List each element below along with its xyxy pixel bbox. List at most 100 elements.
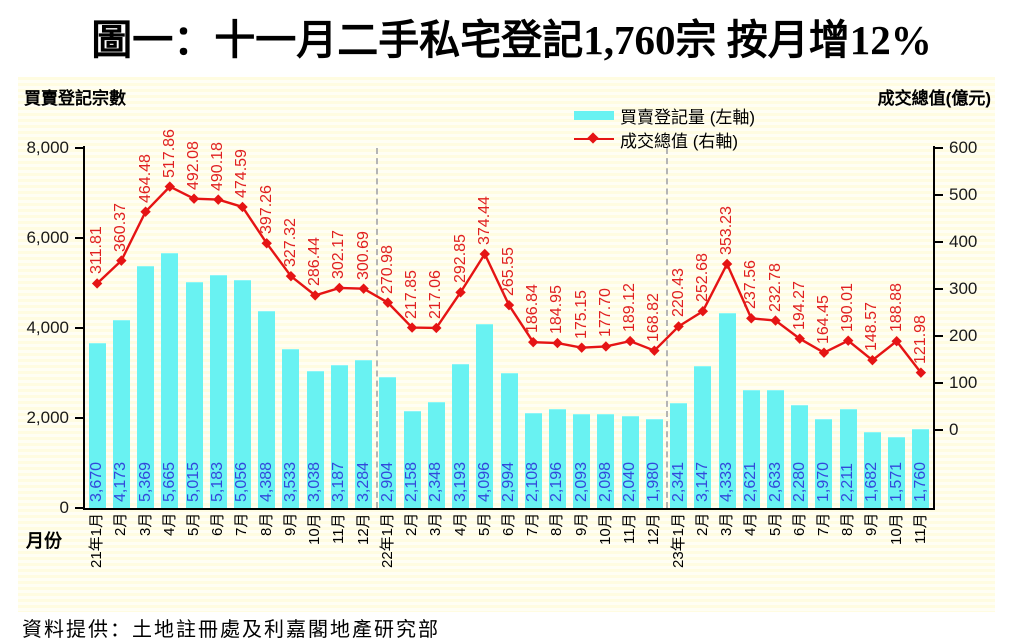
bar <box>718 313 736 508</box>
line-point <box>552 337 563 349</box>
line-point <box>697 306 709 317</box>
right-axis-tick-label: 400 <box>949 231 978 251</box>
line-value-label: 490.18 <box>209 141 227 191</box>
bar <box>670 402 688 508</box>
bar <box>645 418 663 508</box>
left-axis-tick-label: 4,000 <box>26 318 69 337</box>
legend-label-bar: 買賣登記量 (左軸) <box>620 107 756 127</box>
bar <box>306 371 324 508</box>
legend-label-line: 成交總值 (右軸) <box>620 131 739 151</box>
line-point <box>576 342 587 353</box>
line-value-label: 270.98 <box>378 244 396 294</box>
line-point <box>746 313 757 324</box>
line-value-label: 190.01 <box>839 282 857 332</box>
year-separator <box>666 148 669 508</box>
right-axis-tick <box>935 334 943 337</box>
line-point <box>624 335 636 347</box>
line-point <box>188 193 200 204</box>
line-point <box>116 255 127 266</box>
right-axis-tick-label: 0 <box>949 419 959 439</box>
x-axis-label: 2月 <box>403 512 421 536</box>
x-axis-label: 9月 <box>281 512 299 536</box>
x-axis-label: 5月 <box>475 512 493 536</box>
left-axis-tick <box>75 417 83 419</box>
line-point <box>455 287 466 298</box>
bar <box>355 360 373 508</box>
right-axis-tick-label: 100 <box>949 372 978 392</box>
line-point <box>528 336 539 348</box>
line-point <box>164 181 175 192</box>
bar <box>548 409 566 508</box>
line-value-label: 217.85 <box>403 269 421 319</box>
x-axis-label: 11月 <box>911 513 929 544</box>
bar <box>185 282 203 508</box>
line-value-label: 121.98 <box>911 314 929 364</box>
bar <box>815 419 833 508</box>
bar <box>863 432 881 508</box>
x-axis-label: 5月 <box>766 512 784 536</box>
bar <box>403 410 421 508</box>
bar <box>839 408 857 508</box>
left-axis-tick <box>75 327 83 329</box>
year-separator <box>375 148 378 508</box>
bar <box>137 266 155 508</box>
line-value-label: 464.48 <box>136 153 154 203</box>
line-value-label: 292.85 <box>451 234 469 284</box>
x-axis-label: 7月 <box>233 512 251 536</box>
left-axis-tick <box>75 507 83 509</box>
chart-title: 圖一：十一月二手私宅登記1,760宗 按月增12% <box>91 17 932 63</box>
bar <box>282 349 300 508</box>
line-point <box>503 299 515 311</box>
line-value-label: 300.69 <box>354 230 372 280</box>
bar <box>209 274 227 508</box>
right-axis-tick <box>935 287 943 290</box>
x-axis-label: 8月 <box>548 512 566 536</box>
line-value-label: 189.12 <box>621 283 639 333</box>
bar <box>161 253 179 508</box>
x-axis-label: 3月 <box>718 512 736 536</box>
bar <box>742 390 760 508</box>
line-point <box>285 270 297 282</box>
right-axis-title: 成交總值(億元) <box>877 89 991 108</box>
right-axis-tick <box>935 428 943 431</box>
right-axis-tick-label: 200 <box>949 325 978 345</box>
line-value-label: 265.55 <box>500 247 517 297</box>
line-value-label: 237.56 <box>742 260 760 310</box>
bar <box>767 389 784 508</box>
line-point <box>309 290 321 301</box>
bar <box>476 323 494 508</box>
x-axis-label: 4月 <box>160 512 178 536</box>
line-point <box>261 238 272 249</box>
line-value-label: 311.81 <box>88 226 106 275</box>
line-value-label: 374.44 <box>475 196 493 245</box>
right-axis-tick <box>935 381 943 384</box>
right-axis-tick-label: 600 <box>949 138 978 157</box>
line-series-swatch <box>574 132 614 144</box>
line-point <box>406 322 418 333</box>
right-axis-tick <box>935 147 943 149</box>
x-axis-label: 3月 <box>427 512 445 536</box>
x-axis-label: 21年1月 <box>88 512 106 568</box>
x-axis-label: 10月 <box>306 513 324 545</box>
line-point <box>237 201 248 213</box>
line-point <box>382 297 394 308</box>
line-value-label: 148.57 <box>863 302 881 352</box>
line-value-label: 164.45 <box>814 294 832 344</box>
line-value-label: 184.95 <box>548 285 566 335</box>
line-value-label: 492.08 <box>185 140 203 190</box>
bar <box>573 413 591 508</box>
line-point <box>891 336 902 347</box>
x-axis-label: 8月 <box>257 512 275 536</box>
line-series <box>91 181 927 378</box>
bar <box>233 280 251 508</box>
line-value-label: 232.78 <box>766 262 784 312</box>
chart-panel: 買賣登記宗數 成交總值(億元) 買賣登記量 (左軸) 成交總值 (右軸) 8,0… <box>18 77 995 612</box>
line-value-label: 186.84 <box>524 284 542 334</box>
left-axis-tick <box>75 147 83 149</box>
line-value-label: 397.26 <box>257 185 275 235</box>
left-axis-line <box>83 146 85 510</box>
line-point <box>649 345 660 356</box>
right-axis-line <box>933 146 935 510</box>
x-axis-label: 6月 <box>500 512 517 536</box>
left-axis-title: 買賣登記宗數 <box>24 89 126 108</box>
